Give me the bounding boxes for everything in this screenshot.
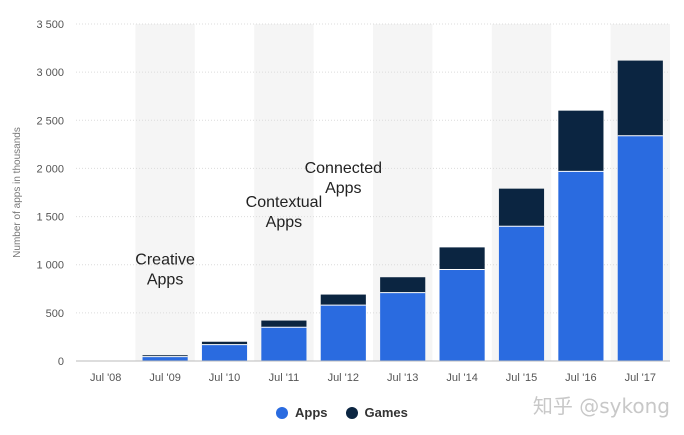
bar-games bbox=[142, 355, 188, 357]
bar-apps bbox=[439, 269, 485, 361]
legend-item-apps[interactable]: Apps bbox=[276, 405, 328, 420]
y-tick-label: 3 000 bbox=[36, 67, 64, 79]
annotation-text: Connected bbox=[305, 160, 382, 177]
bar-apps bbox=[558, 171, 604, 361]
chart-legend: Apps Games bbox=[276, 405, 426, 420]
y-tick-label: 1 500 bbox=[36, 212, 64, 224]
bar-games bbox=[498, 188, 545, 227]
stacked-bar-chart: 0 500 1 000 1 500 2 000 2 500 3 000 3 500 Jul '0… bbox=[12, 19, 670, 384]
band-1 bbox=[135, 24, 195, 361]
x-tick-label: Jul '12 bbox=[328, 372, 359, 384]
bar-games bbox=[558, 110, 604, 172]
x-tick-label: Jul '09 bbox=[149, 372, 180, 384]
bar-games bbox=[201, 341, 248, 345]
bar-apps bbox=[201, 344, 248, 361]
x-tick-label: Jul '13 bbox=[387, 372, 418, 384]
bar-games bbox=[617, 60, 663, 136]
annotation-text: Apps bbox=[147, 272, 183, 289]
annotation-text: Apps bbox=[266, 214, 302, 231]
x-tick-label: Jul '10 bbox=[209, 372, 240, 384]
bar-games bbox=[439, 247, 485, 270]
x-tick-label: Jul '16 bbox=[565, 372, 596, 384]
y-tick-label: 500 bbox=[46, 308, 64, 320]
bar-games bbox=[380, 277, 426, 293]
bar-apps bbox=[617, 135, 663, 361]
bar-games bbox=[320, 294, 366, 306]
y-axis-label: Number of apps in thousands bbox=[12, 127, 23, 258]
bar-apps bbox=[498, 226, 545, 361]
y-tick-label: 0 bbox=[58, 356, 64, 368]
legend-item-games[interactable]: Games bbox=[345, 405, 408, 420]
watermark: 知乎 @sykong bbox=[532, 394, 670, 418]
annotation-text: Apps bbox=[325, 180, 361, 197]
y-tick-label: 1 000 bbox=[36, 260, 64, 272]
legend-games-label: Games bbox=[364, 405, 408, 420]
legend-apps-swatch bbox=[276, 406, 288, 419]
bar-apps bbox=[380, 292, 426, 361]
x-tick-label: Jul '08 bbox=[90, 372, 121, 384]
x-tick-label: Jul '17 bbox=[625, 372, 656, 384]
bar-apps bbox=[320, 305, 366, 361]
bar-apps bbox=[142, 356, 188, 361]
y-tick-label: 2 500 bbox=[36, 115, 64, 127]
bar-games bbox=[261, 320, 307, 328]
y-tick-label: 2 000 bbox=[36, 163, 64, 175]
bar-apps bbox=[261, 327, 307, 361]
x-tick-label: Jul '11 bbox=[269, 372, 300, 384]
annotation-text: Contextual bbox=[246, 194, 323, 211]
x-tick-label: Jul '15 bbox=[506, 372, 537, 384]
band-3 bbox=[254, 24, 314, 361]
x-tick-label: Jul '14 bbox=[446, 372, 477, 384]
annotation-text: Creative bbox=[135, 252, 195, 269]
legend-apps-label: Apps bbox=[295, 405, 328, 420]
legend-games-swatch bbox=[345, 406, 358, 419]
y-tick-label: 3 500 bbox=[36, 19, 64, 31]
